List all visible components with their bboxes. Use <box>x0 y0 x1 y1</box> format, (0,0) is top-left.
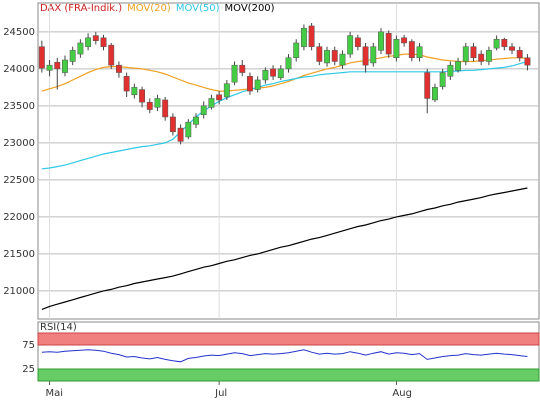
overbought-zone <box>37 332 540 346</box>
candle-body <box>354 37 361 47</box>
candle-body <box>308 25 315 47</box>
candle-body <box>416 46 423 59</box>
y-tick-label: 23500 <box>3 101 35 112</box>
candle-body <box>185 121 192 138</box>
y-tick-label: 22000 <box>3 212 35 223</box>
legend: DAX (FRA-Indik.) MOV(20) MOV(50) MOV(200) <box>40 3 275 14</box>
candle-body <box>516 50 523 59</box>
y-tick-label: 24000 <box>3 64 35 75</box>
candle-body <box>223 83 230 98</box>
candle-body <box>231 64 238 83</box>
rsi-label: RSI(14) <box>40 322 77 333</box>
candle-body <box>401 37 408 44</box>
candle-body <box>208 98 215 108</box>
candle-body <box>162 99 169 118</box>
candle-body <box>293 42 300 59</box>
candle-body <box>69 50 76 62</box>
candle-body <box>146 101 153 110</box>
candle-body <box>131 87 138 96</box>
legend-entry: MOV(200) <box>225 3 275 14</box>
candle-body <box>54 61 61 70</box>
candle-body <box>85 37 92 47</box>
candle-body <box>424 72 431 99</box>
moving-average-line <box>41 60 528 170</box>
x-tick-label: Jul <box>214 388 227 399</box>
moving-average-line <box>41 187 528 310</box>
rsi-tick-label: 75 <box>22 340 35 351</box>
candle-body <box>524 57 531 66</box>
candle-body <box>193 116 199 125</box>
candle-body <box>455 61 462 71</box>
moving-average-line <box>41 53 528 92</box>
candle-body <box>254 79 261 90</box>
candle-body <box>478 53 485 62</box>
candle-body <box>462 46 469 62</box>
y-tick-label: 21000 <box>3 286 35 297</box>
candle-body <box>493 39 500 49</box>
y-tick-label: 23000 <box>3 138 35 149</box>
rsi-tick-label: 25 <box>22 364 35 375</box>
candle-body <box>139 89 146 103</box>
legend-entry: MOV(50) <box>176 3 220 14</box>
candle-body <box>470 46 477 59</box>
candle-body <box>270 68 277 77</box>
x-tick-label: Mai <box>46 388 64 399</box>
candle-body <box>154 98 161 108</box>
candle-body <box>509 46 515 51</box>
oversold-zone <box>37 368 540 382</box>
candle-body <box>378 31 384 51</box>
candle-body <box>501 39 508 47</box>
candle-body <box>216 94 223 101</box>
candle-body <box>485 50 492 62</box>
candle-body <box>285 57 292 70</box>
candle-body <box>408 41 415 59</box>
candle-body <box>100 37 107 47</box>
y-tick-label: 24500 <box>3 27 35 38</box>
candle-body <box>169 116 176 133</box>
x-tick-label: Aug <box>392 388 412 399</box>
candle-body <box>385 33 392 55</box>
candle-body <box>92 35 99 41</box>
candle-body <box>316 46 323 62</box>
candle-body <box>370 46 377 64</box>
candle-body <box>262 70 269 81</box>
legend-entry: DAX (FRA-Indik.) <box>40 3 122 14</box>
candle-body <box>331 50 338 62</box>
candle-body <box>46 64 53 71</box>
candle-body <box>431 87 438 101</box>
candle-body <box>362 46 369 66</box>
candle-body <box>339 53 346 66</box>
candle-body <box>439 72 446 87</box>
candle-body <box>123 76 130 92</box>
candle-body <box>62 59 68 73</box>
candle-body <box>115 64 122 73</box>
y-tick-label: 21500 <box>3 249 35 260</box>
candle-body <box>324 50 330 64</box>
legend-entry: MOV(20) <box>127 3 171 14</box>
candle-body <box>277 68 284 78</box>
candle-body <box>247 76 253 92</box>
candle-body <box>393 39 400 59</box>
candle-body <box>200 105 207 115</box>
candle-body <box>38 46 45 69</box>
candle-body <box>77 42 84 55</box>
candle-body <box>108 44 115 66</box>
candle-body <box>239 64 246 73</box>
candle-body <box>300 27 307 47</box>
candle-body <box>177 127 184 142</box>
candle-body <box>447 64 454 77</box>
candle-body <box>347 35 354 55</box>
y-tick-label: 22500 <box>3 175 35 186</box>
rsi-line <box>41 349 528 363</box>
